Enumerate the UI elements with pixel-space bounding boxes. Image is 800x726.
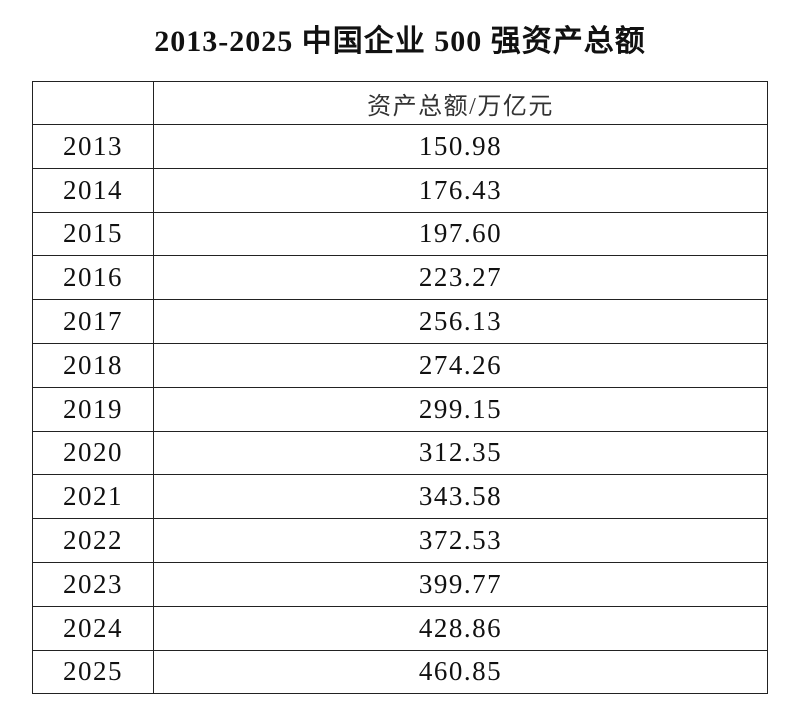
- table-row: 2013 150.98: [32, 124, 768, 169]
- table-row: 2023 399.77: [32, 561, 768, 607]
- value-cell: 176.43: [153, 167, 768, 213]
- year-cell: 2015: [32, 211, 154, 257]
- table-row: 2019 299.15: [32, 386, 768, 432]
- year-cell: 2024: [32, 605, 154, 651]
- value-cell: 197.60: [153, 211, 768, 257]
- title: 2013-2025 中国企业 500 强资产总额: [154, 25, 646, 58]
- header-row: 资产总额/万亿元: [32, 81, 768, 125]
- year-cell: 2018: [32, 342, 154, 388]
- data-table: 资产总额/万亿元 2013 150.98 2014 176.43 2015 197.60 2…: [32, 81, 768, 695]
- table-row: 2015 197.60: [32, 211, 768, 257]
- year-cell: 2022: [32, 518, 154, 563]
- table-row: 2025 460.85: [32, 649, 768, 695]
- year-cell: 2013: [32, 124, 154, 169]
- value-cell: 460.85: [153, 649, 768, 695]
- year-cell: 2025: [32, 649, 154, 695]
- table-row: 2022 372.53: [32, 518, 768, 563]
- value-cell: 343.58: [153, 474, 768, 520]
- value-cell: 256.13: [153, 299, 768, 344]
- value-cell: 372.53: [153, 518, 768, 563]
- year-cell: 2021: [32, 474, 154, 520]
- year-cell: 2016: [32, 255, 154, 301]
- value-cell: 399.77: [153, 561, 768, 607]
- value-cell: 274.26: [153, 342, 768, 388]
- value-cell: 150.98: [153, 124, 768, 169]
- table-row: 2016 223.27: [32, 255, 768, 301]
- header-cell: [32, 81, 154, 125]
- table-row: 2021 343.58: [32, 474, 768, 520]
- year-cell: 2020: [32, 430, 154, 476]
- table-row: 2024 428.86: [32, 605, 768, 651]
- value-cell: 299.15: [153, 386, 768, 432]
- table-row: 2018 274.26: [32, 342, 768, 388]
- value-cell: 312.35: [153, 430, 768, 476]
- year-cell: 2014: [32, 167, 154, 213]
- year-cell: 2019: [32, 386, 154, 432]
- table-row: 2017 256.13: [32, 299, 768, 344]
- year-cell: 2017: [32, 299, 154, 344]
- value-cell: 428.86: [153, 605, 768, 651]
- table-row: 2014 176.43: [32, 167, 768, 213]
- value-cell: 223.27: [153, 255, 768, 301]
- header-cell: 资产总额/万亿元: [153, 81, 768, 125]
- year-cell: 2023: [32, 561, 154, 607]
- table-row: 2020 312.35: [32, 430, 768, 476]
- table-body: 资产总额/万亿元 2013 150.98 2014 176.43 2015 197.60 2…: [32, 81, 768, 695]
